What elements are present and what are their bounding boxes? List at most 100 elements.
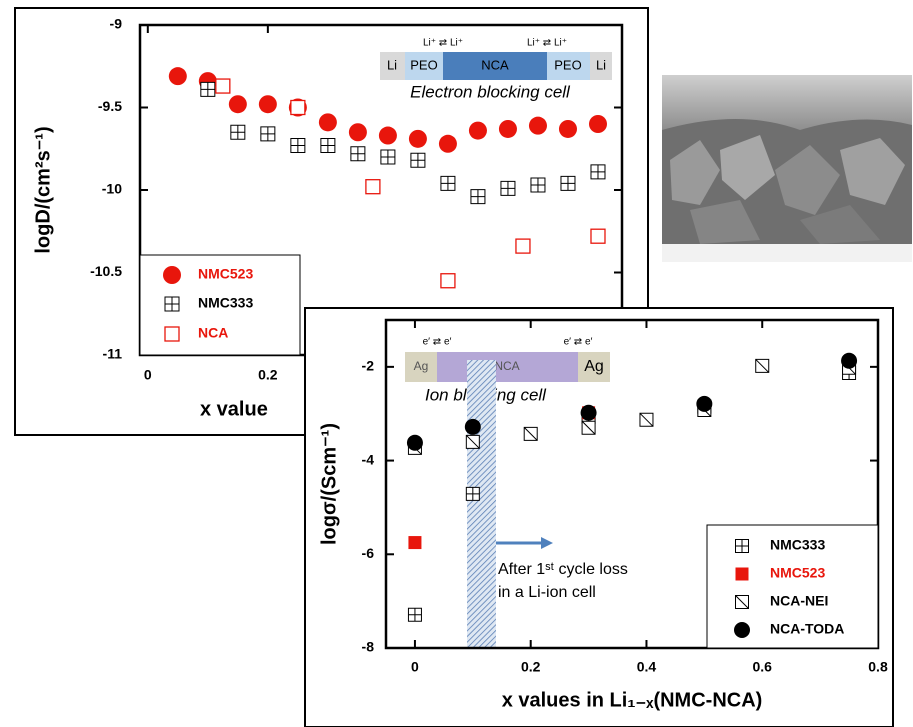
marker bbox=[259, 95, 277, 113]
marker bbox=[756, 359, 769, 372]
marker bbox=[261, 127, 275, 141]
marker bbox=[466, 435, 479, 448]
x-tick-label: 0.2 bbox=[521, 659, 541, 675]
shaded-region bbox=[467, 360, 496, 648]
marker bbox=[201, 82, 215, 96]
legend-label: NCA bbox=[198, 325, 228, 341]
marker bbox=[411, 153, 425, 167]
image-info-bar bbox=[662, 244, 912, 262]
x-tick-label: 0 bbox=[144, 367, 152, 383]
marker bbox=[469, 122, 487, 140]
marker bbox=[319, 113, 337, 131]
y-tick-label: -6 bbox=[362, 545, 375, 561]
y-axis-label: logD/(cm²s⁻¹) bbox=[32, 126, 54, 253]
inset-caption: Electron blocking cell bbox=[410, 82, 571, 101]
marker bbox=[366, 180, 380, 194]
marker bbox=[499, 120, 517, 138]
marker bbox=[501, 181, 515, 195]
transfer-label: e′ ⇄ e′ bbox=[423, 337, 452, 348]
legend-marker bbox=[165, 297, 179, 311]
x-tick-label: 0.6 bbox=[753, 659, 773, 675]
marker bbox=[441, 274, 455, 288]
marker bbox=[696, 396, 712, 412]
marker bbox=[408, 608, 421, 621]
layer-label: NCA bbox=[494, 359, 519, 373]
legend-label: NMC523 bbox=[198, 266, 253, 282]
marker bbox=[581, 405, 597, 421]
x-axis-label: x value bbox=[200, 398, 268, 420]
annotation: After 1ˢᵗ cycle loss bbox=[498, 561, 628, 578]
y-tick-label: -9 bbox=[110, 16, 123, 32]
layer-label: Ag bbox=[584, 358, 604, 375]
marker bbox=[466, 487, 479, 500]
marker bbox=[216, 79, 230, 93]
marker bbox=[591, 229, 605, 243]
y-tick-label: -10 bbox=[102, 181, 122, 197]
figure: Li PEO NCA PEO Li Li⁺ ⇄ Li⁺ Li⁺ ⇄ Li⁺ El… bbox=[0, 0, 913, 727]
x-tick-label: 0.4 bbox=[637, 659, 657, 675]
y-axis-label: logσ/(Scm⁻¹) bbox=[318, 423, 340, 545]
y-tick-label: -11 bbox=[103, 346, 123, 362]
marker bbox=[591, 165, 605, 179]
transfer-label: Li⁺ ⇄ Li⁺ bbox=[423, 38, 463, 49]
transfer-label: e′ ⇄ e′ bbox=[564, 337, 593, 348]
x-tick-label: 0 bbox=[411, 659, 419, 675]
marker bbox=[321, 138, 335, 152]
legend-label: NMC333 bbox=[198, 295, 253, 311]
marker bbox=[559, 120, 577, 138]
sem-image bbox=[662, 75, 912, 262]
legend-label: NMC523 bbox=[770, 565, 825, 581]
legend-marker bbox=[736, 596, 749, 609]
marker bbox=[231, 125, 245, 139]
layer-label: Li bbox=[596, 57, 606, 72]
layer-label: NCA bbox=[481, 57, 509, 72]
legend-marker bbox=[736, 540, 749, 553]
legend-marker bbox=[163, 266, 181, 284]
marker bbox=[471, 190, 485, 204]
legend-label: NMC333 bbox=[770, 537, 825, 553]
layer-label: PEO bbox=[554, 57, 581, 72]
marker bbox=[349, 123, 367, 141]
layer-label: Ag bbox=[414, 359, 429, 373]
marker bbox=[516, 239, 530, 253]
marker bbox=[531, 178, 545, 192]
layer-label: PEO bbox=[410, 57, 437, 72]
legend-marker bbox=[165, 327, 179, 341]
marker bbox=[441, 176, 455, 190]
layer-label: Li bbox=[387, 57, 397, 72]
x-tick-label: 0.8 bbox=[868, 659, 888, 675]
marker bbox=[169, 67, 187, 85]
marker bbox=[582, 421, 595, 434]
marker bbox=[409, 130, 427, 148]
marker bbox=[524, 427, 537, 440]
marker bbox=[291, 138, 305, 152]
marker bbox=[408, 536, 421, 549]
y-tick-label: -4 bbox=[362, 451, 375, 467]
marker bbox=[841, 353, 857, 369]
legend-marker bbox=[736, 568, 749, 581]
x-tick-label: 0.2 bbox=[258, 367, 278, 383]
marker bbox=[381, 150, 395, 164]
marker bbox=[379, 127, 397, 145]
marker bbox=[439, 135, 457, 153]
legend-label: NCA-TODA bbox=[770, 621, 844, 637]
y-tick-label: -8 bbox=[362, 639, 375, 655]
marker bbox=[291, 101, 305, 115]
y-tick-label: -2 bbox=[362, 358, 375, 374]
legend-label: NCA-NEI bbox=[770, 593, 828, 609]
x-axis-label: x values in Li₁₋ₓ(NMC-NCA) bbox=[502, 689, 763, 711]
annotation: in a Li-ion cell bbox=[498, 584, 596, 601]
marker bbox=[229, 95, 247, 113]
transfer-label: Li⁺ ⇄ Li⁺ bbox=[527, 38, 567, 49]
marker bbox=[640, 413, 653, 426]
marker bbox=[589, 115, 607, 133]
marker bbox=[529, 117, 547, 135]
legend-marker bbox=[734, 622, 750, 638]
marker bbox=[351, 147, 365, 161]
conductivity-chart: Ag NCA Ag e′ ⇄ e′ e′ ⇄ e′ Ion blocking c… bbox=[305, 308, 893, 727]
y-tick-label: -10.5 bbox=[90, 263, 122, 279]
marker bbox=[465, 419, 481, 435]
marker bbox=[407, 435, 423, 451]
marker bbox=[561, 176, 575, 190]
y-tick-label: -9.5 bbox=[98, 98, 122, 114]
